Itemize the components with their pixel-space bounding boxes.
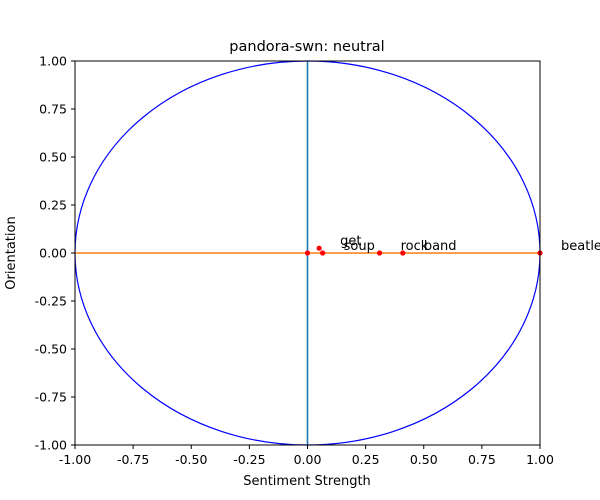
y-tick-label: 0.50 (39, 150, 67, 165)
y-tick-label: 1.00 (39, 54, 67, 69)
point-label: band (424, 239, 457, 254)
y-tick-label: -0.25 (35, 294, 67, 309)
y-tick-label: -0.50 (35, 342, 67, 357)
x-tick-label: 0.75 (468, 452, 496, 467)
point-label: rock (401, 239, 429, 254)
axis-ticks: -1.00 -0.75 -0.50 -0.25 0.00 0.25 0.50 0.75 1.00… (35, 54, 554, 468)
x-tick-label: -1.00 (59, 452, 91, 467)
data-point (316, 245, 322, 251)
data-point (376, 250, 383, 256)
x-axis-label: Sentiment Strength (243, 474, 371, 489)
y-tick-label: 0.25 (39, 198, 67, 213)
chart-title: pandora-swn: neutral (229, 39, 384, 55)
x-tick-label: 0.00 (294, 452, 322, 467)
x-tick-label: 0.25 (352, 452, 380, 467)
point-label: beatle (561, 239, 600, 254)
x-tick-label: 0.50 (410, 452, 438, 467)
y-tick-label: 0.75 (39, 102, 67, 117)
y-tick-label: -0.75 (35, 390, 67, 405)
y-tick-label: -1.00 (35, 438, 67, 453)
x-tick-label: 1.00 (526, 452, 554, 467)
plot-frame (74, 60, 541, 446)
data-point (304, 250, 311, 256)
x-tick-label: -0.50 (175, 452, 207, 467)
y-tick-label: 0.00 (39, 246, 67, 261)
point-label: get (340, 234, 361, 249)
point-label: soup (344, 239, 375, 254)
y-axis-label: Orientation (4, 216, 19, 289)
x-tick-label: -0.75 (117, 452, 149, 467)
data-point (400, 250, 406, 256)
data-point (320, 250, 326, 256)
x-tick-label: -0.25 (233, 452, 265, 467)
